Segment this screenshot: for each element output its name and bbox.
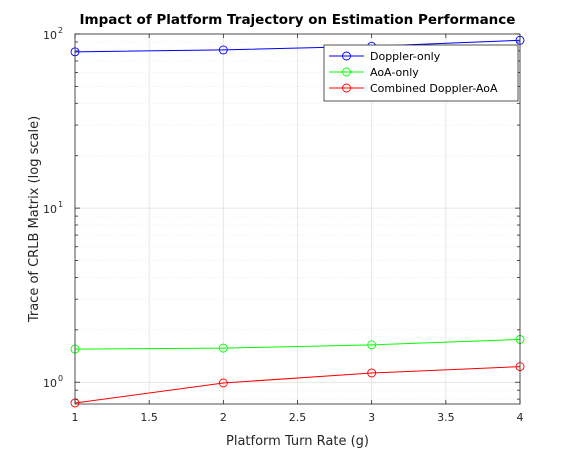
series-line: [74, 366, 521, 404]
x-tick-label: 2.5: [289, 411, 307, 424]
y-tick-label: 10: [43, 203, 57, 216]
data-point: [218, 378, 228, 388]
data-point: [367, 340, 377, 350]
x-tick-label: 1: [72, 411, 79, 424]
legend-label: AoA-only: [370, 66, 419, 79]
legend-marker: [342, 67, 351, 77]
series-layer: [70, 35, 525, 408]
legend-marker: [342, 83, 351, 93]
chart-title: Impact of Platform Trajectory on Estimat…: [80, 12, 516, 28]
y-tick-exponent: 2: [58, 26, 63, 35]
series-line: [74, 338, 521, 350]
y-tick-exponent: 0: [58, 374, 63, 383]
series-line: [74, 39, 521, 53]
x-tick-label: 4: [517, 411, 524, 424]
legend-marker: [342, 51, 351, 61]
legend: Doppler-only AoA-only Combined Doppler-AoA: [323, 44, 519, 102]
legend-label: Doppler-only: [370, 50, 441, 63]
x-tick-label: 3: [368, 411, 375, 424]
data-point: [367, 368, 377, 378]
data-point: [218, 45, 228, 55]
y-tick-label: 10: [43, 377, 57, 390]
y-axis-label: Trace of CRLB Matrix (log scale): [27, 116, 42, 323]
x-tick-label: 1.5: [140, 411, 158, 424]
y-tick-label: 10: [43, 29, 57, 42]
x-axis-label: Platform Turn Rate (g): [226, 434, 369, 449]
x-tick-label: 3.5: [437, 411, 455, 424]
x-tick-label: 2: [220, 411, 227, 424]
legend-box: [323, 44, 519, 102]
data-point: [218, 343, 228, 353]
y-tick-exponent: 1: [58, 200, 63, 209]
legend-label: Combined Doppler-AoA: [370, 82, 498, 95]
